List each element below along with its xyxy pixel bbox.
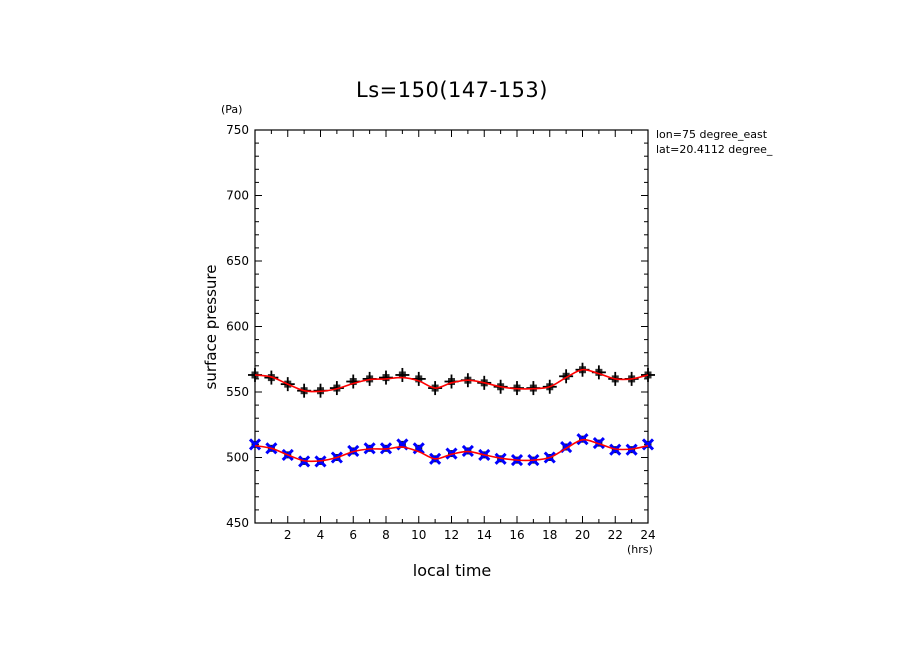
x-tick-label: 6 <box>349 528 357 542</box>
y-axis-unit: (Pa) <box>221 103 243 116</box>
x-tick-label: 22 <box>608 528 623 542</box>
x-tick-label: 4 <box>317 528 325 542</box>
x-tick-label: 2 <box>284 528 292 542</box>
data-point-cross-b <box>248 438 262 451</box>
fit-line <box>254 438 649 463</box>
annotation-longitude: lon=75 degree_east <box>656 128 768 141</box>
x-tick-label: 24 <box>640 528 655 542</box>
y-tick-label: 550 <box>226 385 249 399</box>
y-tick-label: 600 <box>226 320 249 334</box>
x-tick-label: 16 <box>509 528 524 542</box>
data-point-cross-b <box>412 442 425 455</box>
plot-frame <box>254 129 649 524</box>
x-axis-label: local time <box>412 561 492 580</box>
y-tick-label: 450 <box>226 516 249 530</box>
x-tick-label: 10 <box>411 528 426 542</box>
y-tick-label: 500 <box>226 451 249 465</box>
x-tick-label: 8 <box>382 528 390 542</box>
annotation-latitude: lat=20.4112 degree_ <box>656 143 773 156</box>
chart-title: Ls=150(147-153) <box>356 78 548 102</box>
y-tick-label: 650 <box>226 254 249 268</box>
y-axis-label: surface pressure <box>202 264 220 390</box>
x-tick-label: 20 <box>575 528 590 542</box>
x-tick-label: 12 <box>444 528 459 542</box>
x-tick-label: 18 <box>542 528 557 542</box>
data-point-cross-b <box>641 438 655 451</box>
y-tick-label: 700 <box>226 189 249 203</box>
fit-line <box>254 368 649 393</box>
series-1 <box>248 362 655 398</box>
series-2 <box>248 433 655 468</box>
x-axis-unit: (hrs) <box>627 543 653 556</box>
y-tick-label: 750 <box>226 123 249 137</box>
x-tick-label: 14 <box>477 528 492 542</box>
